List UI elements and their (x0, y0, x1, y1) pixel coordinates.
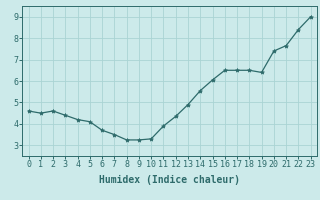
X-axis label: Humidex (Indice chaleur): Humidex (Indice chaleur) (99, 175, 240, 185)
